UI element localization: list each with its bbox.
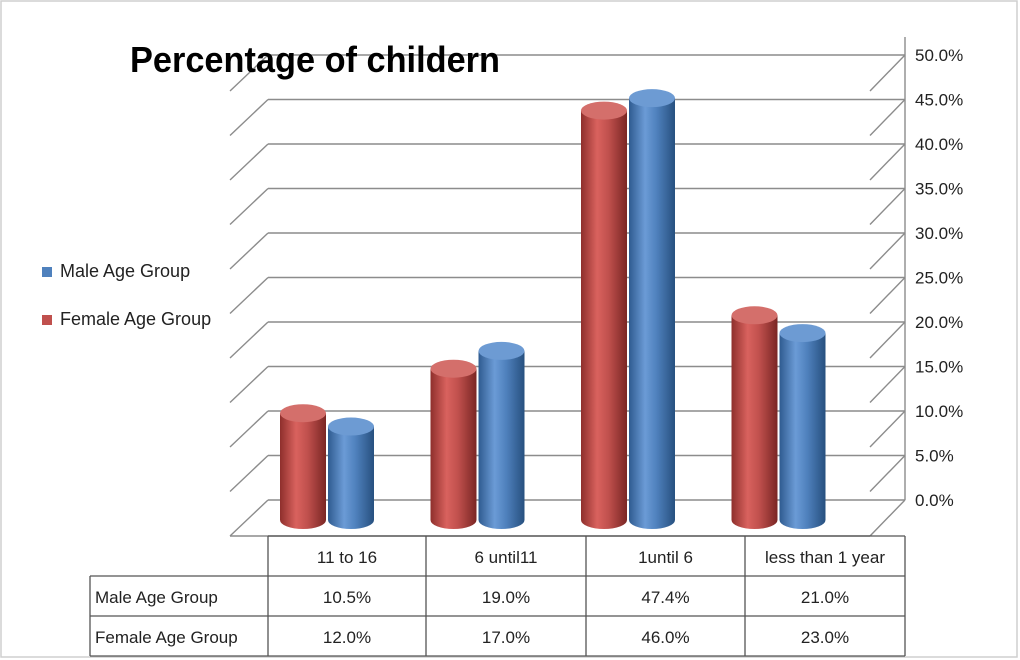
data-table: 11 to 16 6 until11 1until 6 less than 1 yea…	[89, 535, 906, 657]
table-cell: 12.0%	[323, 628, 371, 647]
bar-top	[328, 417, 374, 436]
y-tick-label: 15.0%	[915, 358, 963, 377]
table-cell: 46.0%	[641, 628, 689, 647]
bar-top	[581, 101, 627, 120]
axis-tick-diagonal	[869, 321, 906, 359]
gridline-side	[229, 187, 269, 226]
table-cell: 23.0%	[801, 628, 849, 647]
y-tick-label: 0.0%	[915, 491, 954, 510]
axis-tick-diagonal	[869, 277, 906, 314]
y-tick-label: 35.0%	[915, 180, 963, 199]
bar-top	[430, 359, 477, 378]
gridline-side	[229, 276, 269, 315]
bar-female	[280, 413, 326, 529]
bars-layer	[280, 89, 826, 529]
gridline-side	[229, 232, 269, 270]
bar-top	[478, 341, 525, 360]
gridline-side	[229, 365, 269, 404]
x-tick-label: less than 1 year	[765, 548, 885, 567]
table-cell: 19.0%	[482, 588, 530, 607]
y-tick-label: 10.0%	[915, 402, 963, 421]
legend-swatch	[42, 315, 52, 325]
bar-male	[779, 333, 826, 529]
bar-top	[731, 306, 778, 325]
bar-female	[430, 368, 477, 529]
axis-tick-diagonal	[869, 410, 906, 448]
table-row-label: Female Age Group	[95, 628, 238, 647]
gridline-side	[229, 54, 269, 92]
y-tick-label: 45.0%	[915, 91, 963, 110]
x-tick-label: 1until 6	[638, 548, 693, 567]
bar-female	[731, 315, 778, 529]
axis-tick-diagonal	[869, 499, 906, 537]
gridline-side	[229, 499, 269, 537]
bar-male	[328, 426, 374, 529]
y-tick-label: 25.0%	[915, 269, 963, 288]
legend-label: Female Age Group	[60, 309, 211, 329]
bar-top	[779, 324, 826, 343]
gridline-side	[229, 98, 269, 137]
bar-top	[629, 89, 675, 108]
bar-male	[629, 98, 675, 529]
axis-tick-diagonal	[869, 455, 906, 492]
axis-tick-diagonal	[869, 232, 906, 270]
axis-tick-diagonal	[869, 54, 906, 92]
x-tick-label: 11 to 16	[317, 548, 377, 567]
bar-male	[478, 350, 525, 529]
gridline-side	[229, 410, 269, 448]
table-cell: 21.0%	[801, 588, 849, 607]
table-row-label: Male Age Group	[95, 588, 218, 607]
chart-title: Percentage of childern	[130, 39, 500, 80]
bar-top	[280, 404, 326, 423]
gridline-side	[229, 321, 269, 359]
gridline-side	[229, 143, 269, 181]
axis-tick-diagonal	[869, 188, 906, 225]
table-cell: 10.5%	[323, 588, 371, 607]
axis-tick-diagonal	[869, 99, 906, 136]
y-tick-label: 30.0%	[915, 224, 963, 243]
y-tick-label: 50.0%	[915, 46, 963, 65]
axis-tick-diagonal	[869, 366, 906, 403]
y-tick-label: 5.0%	[915, 447, 954, 466]
gridline-side	[229, 454, 269, 493]
legend: Male Age Group Female Age Group	[42, 261, 211, 329]
axis-tick-diagonal	[869, 143, 906, 181]
bar-female	[581, 110, 627, 529]
x-tick-label: 6 until11	[474, 548, 537, 567]
table-cell: 47.4%	[641, 588, 689, 607]
y-tick-label: 20.0%	[915, 313, 963, 332]
legend-label: Male Age Group	[60, 261, 190, 281]
legend-swatch	[42, 267, 52, 277]
y-tick-label: 40.0%	[915, 135, 963, 154]
table-cell: 17.0%	[482, 628, 530, 647]
